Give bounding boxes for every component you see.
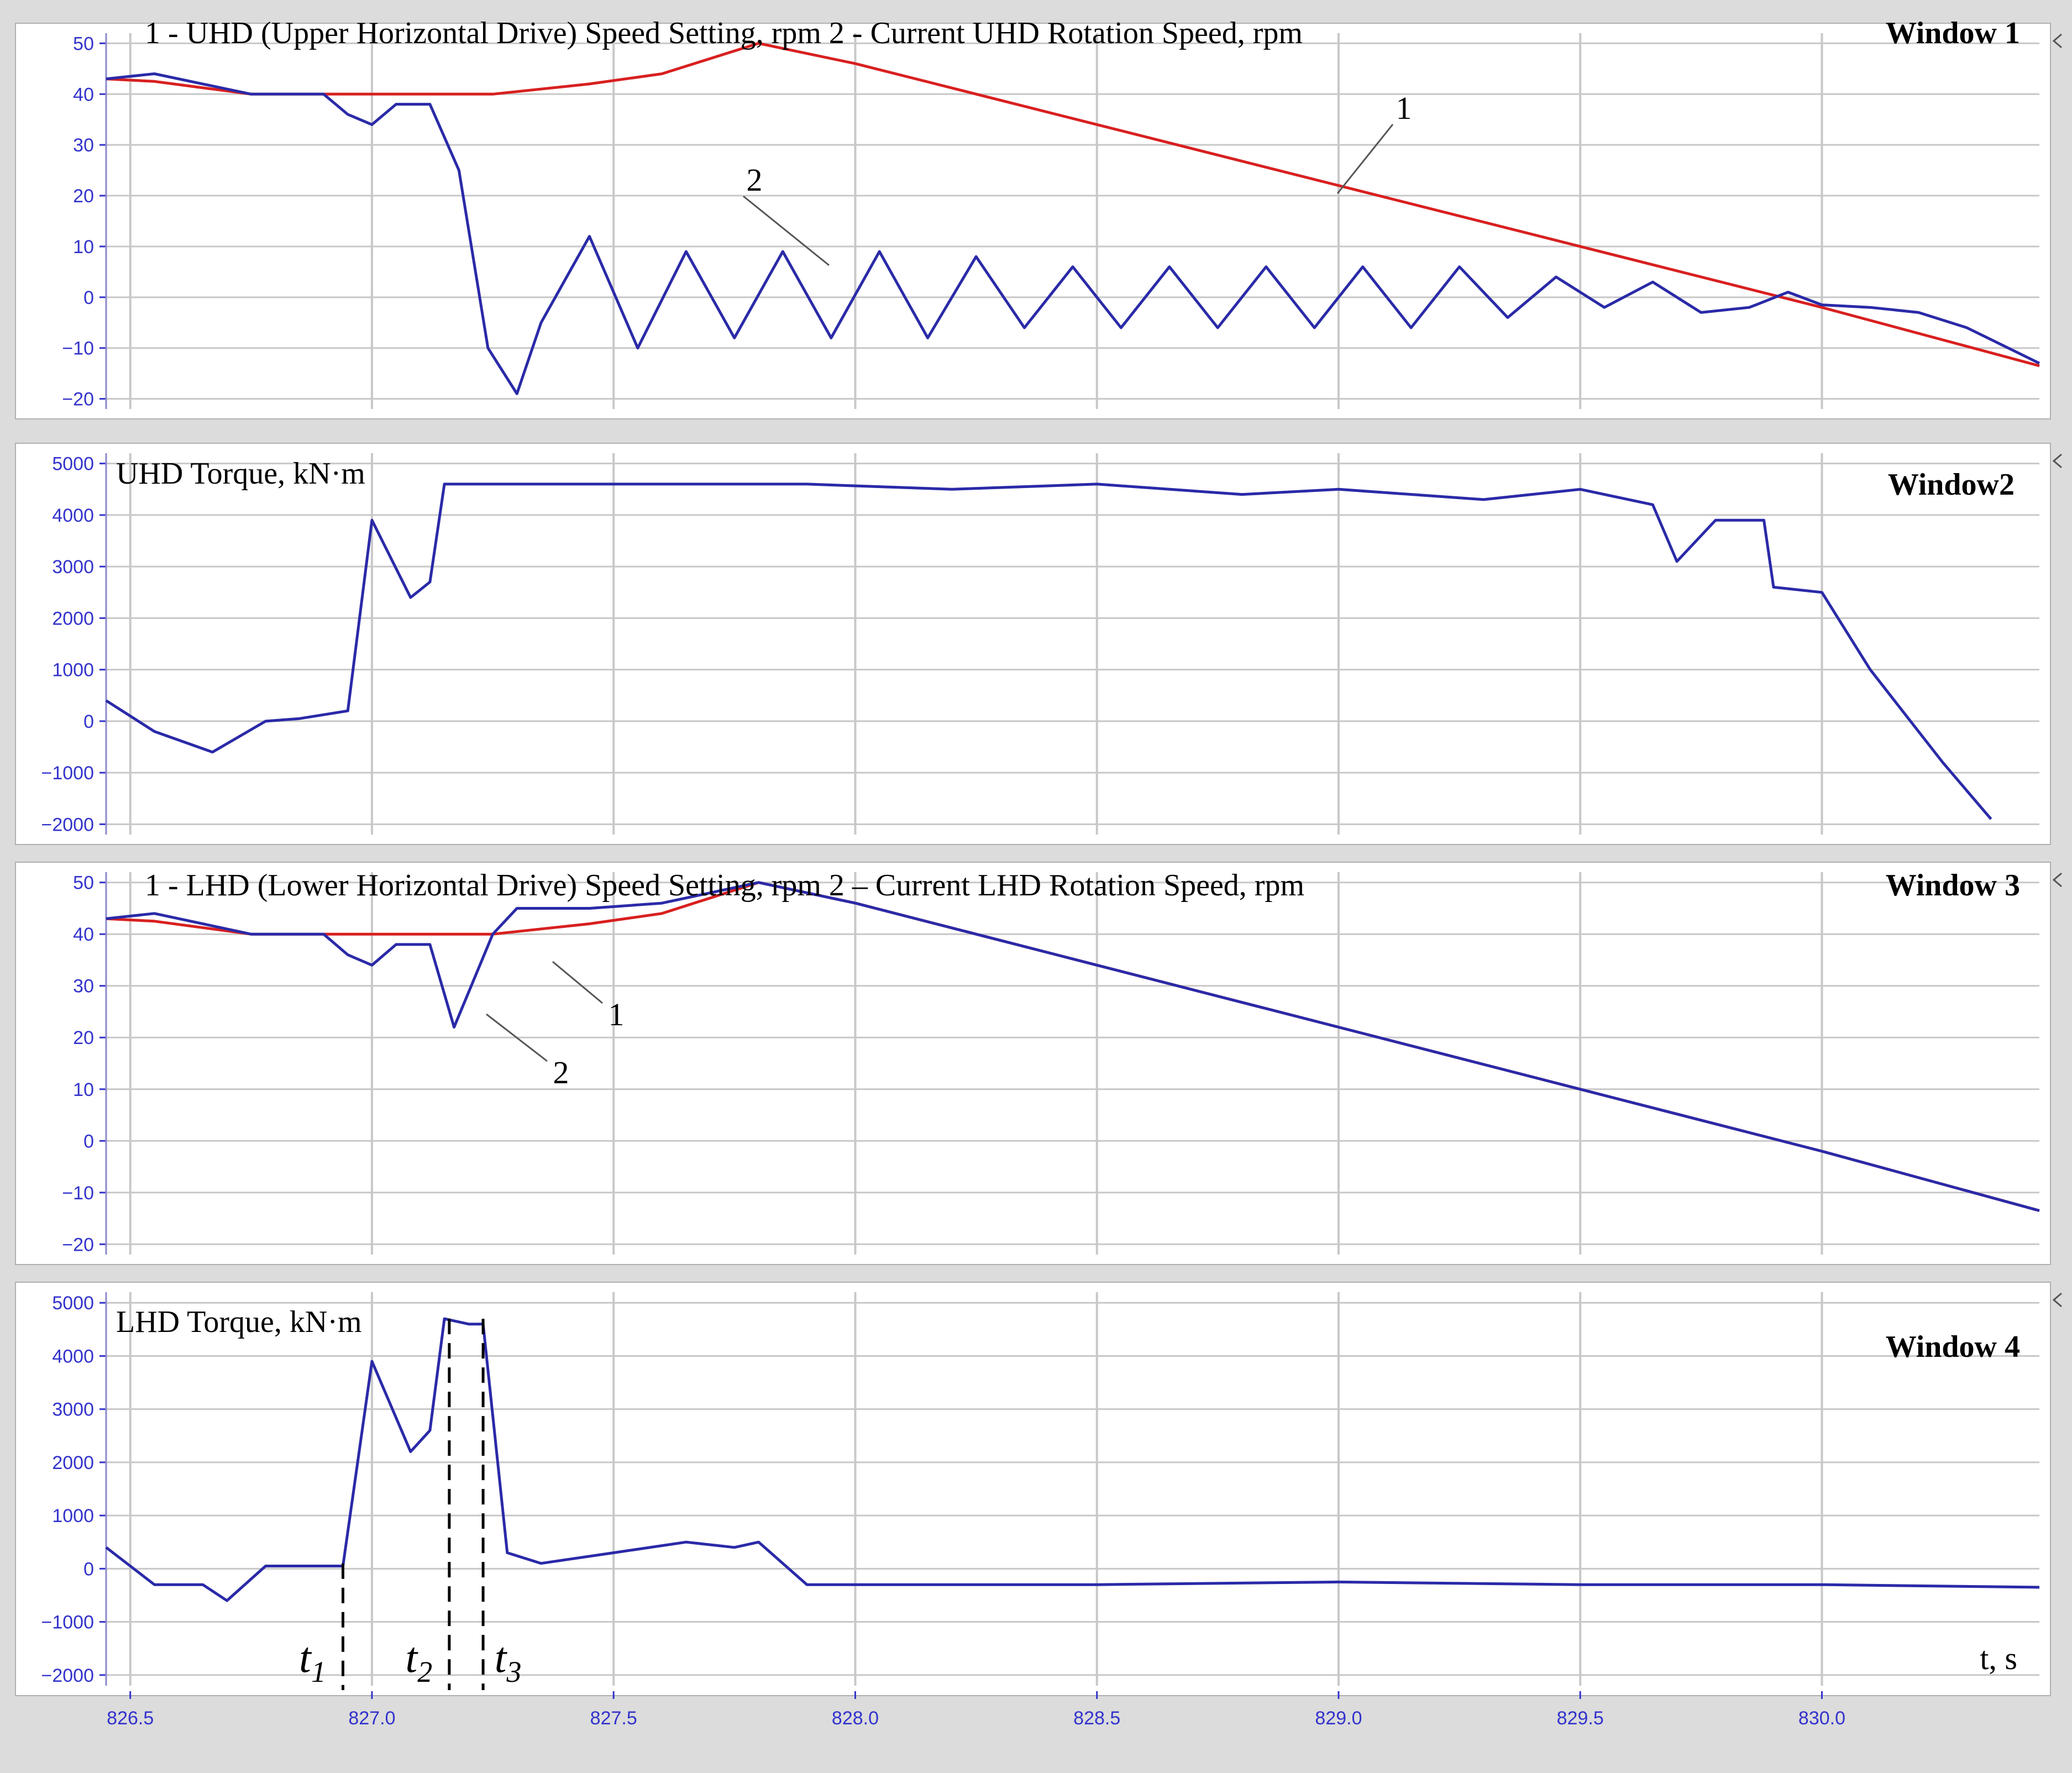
window-1-ytick-label: 20 [73,186,94,207]
window-4-marker-subscript: 3 [506,1655,521,1688]
window-4-title: LHD Torque, kN·m [116,1305,362,1339]
window-3-window-label: Window 3 [1886,868,2020,903]
window-3-scroll-arrow [2052,872,2062,888]
window-3-annotation-label: 2 [553,1055,569,1090]
window-2-ytick-label: 3000 [52,557,94,578]
window-1-ytick-label: −10 [62,338,94,359]
x-tick-label: 826.5 [107,1708,154,1729]
window-3-ytick-label: 30 [73,976,94,997]
x-tick-label: 828.5 [1073,1708,1120,1729]
window-3-series-2-line [106,881,2040,1212]
window-3-ytick-label: 0 [83,1131,94,1152]
window-4-window-label: Window 4 [1886,1330,2020,1364]
window-3-ytick-label: −10 [62,1183,94,1204]
window-2-title: UHD Torque, kN·m [116,457,365,491]
x-tick-label: 829.0 [1315,1708,1362,1729]
window-1-ytick-label: 50 [73,33,94,54]
window-4-ytick-label: −2000 [41,1665,95,1686]
window-1-ytick-label: 30 [73,135,94,156]
window-1-annotation-label: 2 [747,162,763,198]
window-1-ytick-label: −20 [62,389,94,410]
window-2-series-1-line [105,482,1992,820]
window-2-ytick-label: −2000 [41,814,95,835]
window-1-panel [15,23,2051,419]
window-4-marker-subscript: 2 [417,1655,432,1688]
x-tick-label: 827.5 [590,1708,637,1729]
window-1-ytick-label: 40 [73,84,94,105]
window-1-annotation-leader [743,195,830,266]
window-3-annotation-leader [486,1013,548,1062]
window-3-ytick-label: 20 [73,1027,94,1048]
x-tick-label: 829.5 [1557,1708,1604,1729]
window-2-ytick-label: 4000 [52,505,94,526]
window-1-title: 1 - UHD (Upper Horizontal Drive) Speed S… [145,16,1303,50]
window-3-ytick-label: −20 [62,1234,94,1255]
window-2-ytick-label: 1000 [52,660,94,681]
window-1-annotation-leader [1336,124,1394,194]
window-4-marker-subscript: 1 [311,1655,326,1688]
window-2-ytick-label: −1000 [41,763,95,784]
window-4-panel [15,1282,2051,1696]
window-4-ytick-label: 3000 [52,1399,94,1420]
window-2-ytick-label: 0 [83,711,94,732]
x-tick-label: 828.0 [832,1708,879,1729]
window-1-ytick-label: 10 [73,237,94,258]
x-tick-label: 830.0 [1798,1708,1845,1729]
window-2-scroll-arrow [2052,453,2062,469]
window-4-scroll-arrow [2052,1292,2062,1308]
window-3-annotation-leader [552,961,603,1004]
window-3-ytick-label: 50 [73,873,94,894]
window-3-annotation-label: 1 [609,996,625,1032]
window-2-ytick-label: 5000 [52,454,94,475]
window-1-scroll-arrow [2052,33,2062,49]
x-tick-label: 827.0 [348,1708,395,1729]
window-3-panel [15,862,2051,1265]
window-3-ytick-label: 10 [73,1079,94,1100]
window-1-ytick-label: 0 [83,287,94,308]
window-1-window-label: Window 1 [1886,16,2020,50]
window-4-ytick-label: 0 [83,1559,94,1580]
window-2-window-label: Window2 [1888,468,2015,502]
window-3-title: 1 - LHD (Lower Horizontal Drive) Speed S… [145,868,1304,903]
window-4-ytick-label: 4000 [52,1346,94,1367]
window-4-ytick-label: −1000 [41,1612,95,1633]
window-4-series-1-line [105,1317,2040,1602]
window-1-series-2-line [106,72,2040,395]
window-4-ytick-label: 2000 [52,1452,94,1473]
window-4-ytick-label: 5000 [52,1293,94,1314]
window-4-ytick-label: 1000 [52,1506,94,1527]
window-1-annotation-label: 1 [1396,90,1412,126]
window-2-panel [15,443,2051,845]
window-4-xlabel: t, s [1980,1640,2017,1676]
window-2-ytick-label: 2000 [52,608,94,629]
window-3-ytick-label: 40 [73,924,94,945]
